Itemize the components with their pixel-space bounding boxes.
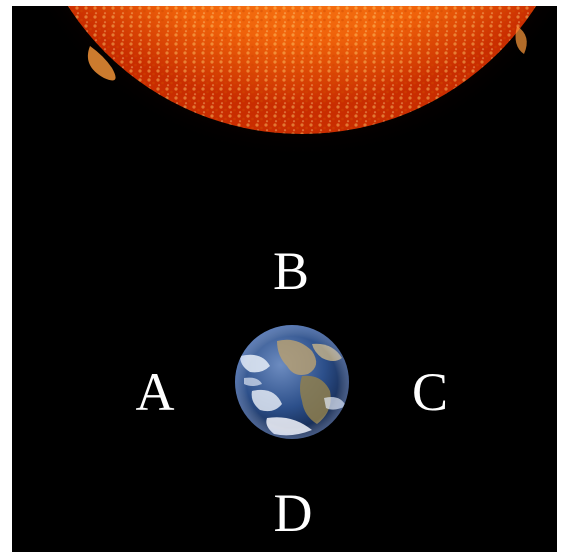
position-label-a: A xyxy=(135,362,175,422)
sun-image xyxy=(36,6,557,161)
position-label-c: C xyxy=(411,362,449,422)
position-label-d: D xyxy=(273,483,313,543)
position-label-b: B xyxy=(272,241,310,301)
earth-image xyxy=(235,325,349,439)
space-background: B A C D xyxy=(12,6,557,552)
scene-graphics xyxy=(36,6,557,439)
